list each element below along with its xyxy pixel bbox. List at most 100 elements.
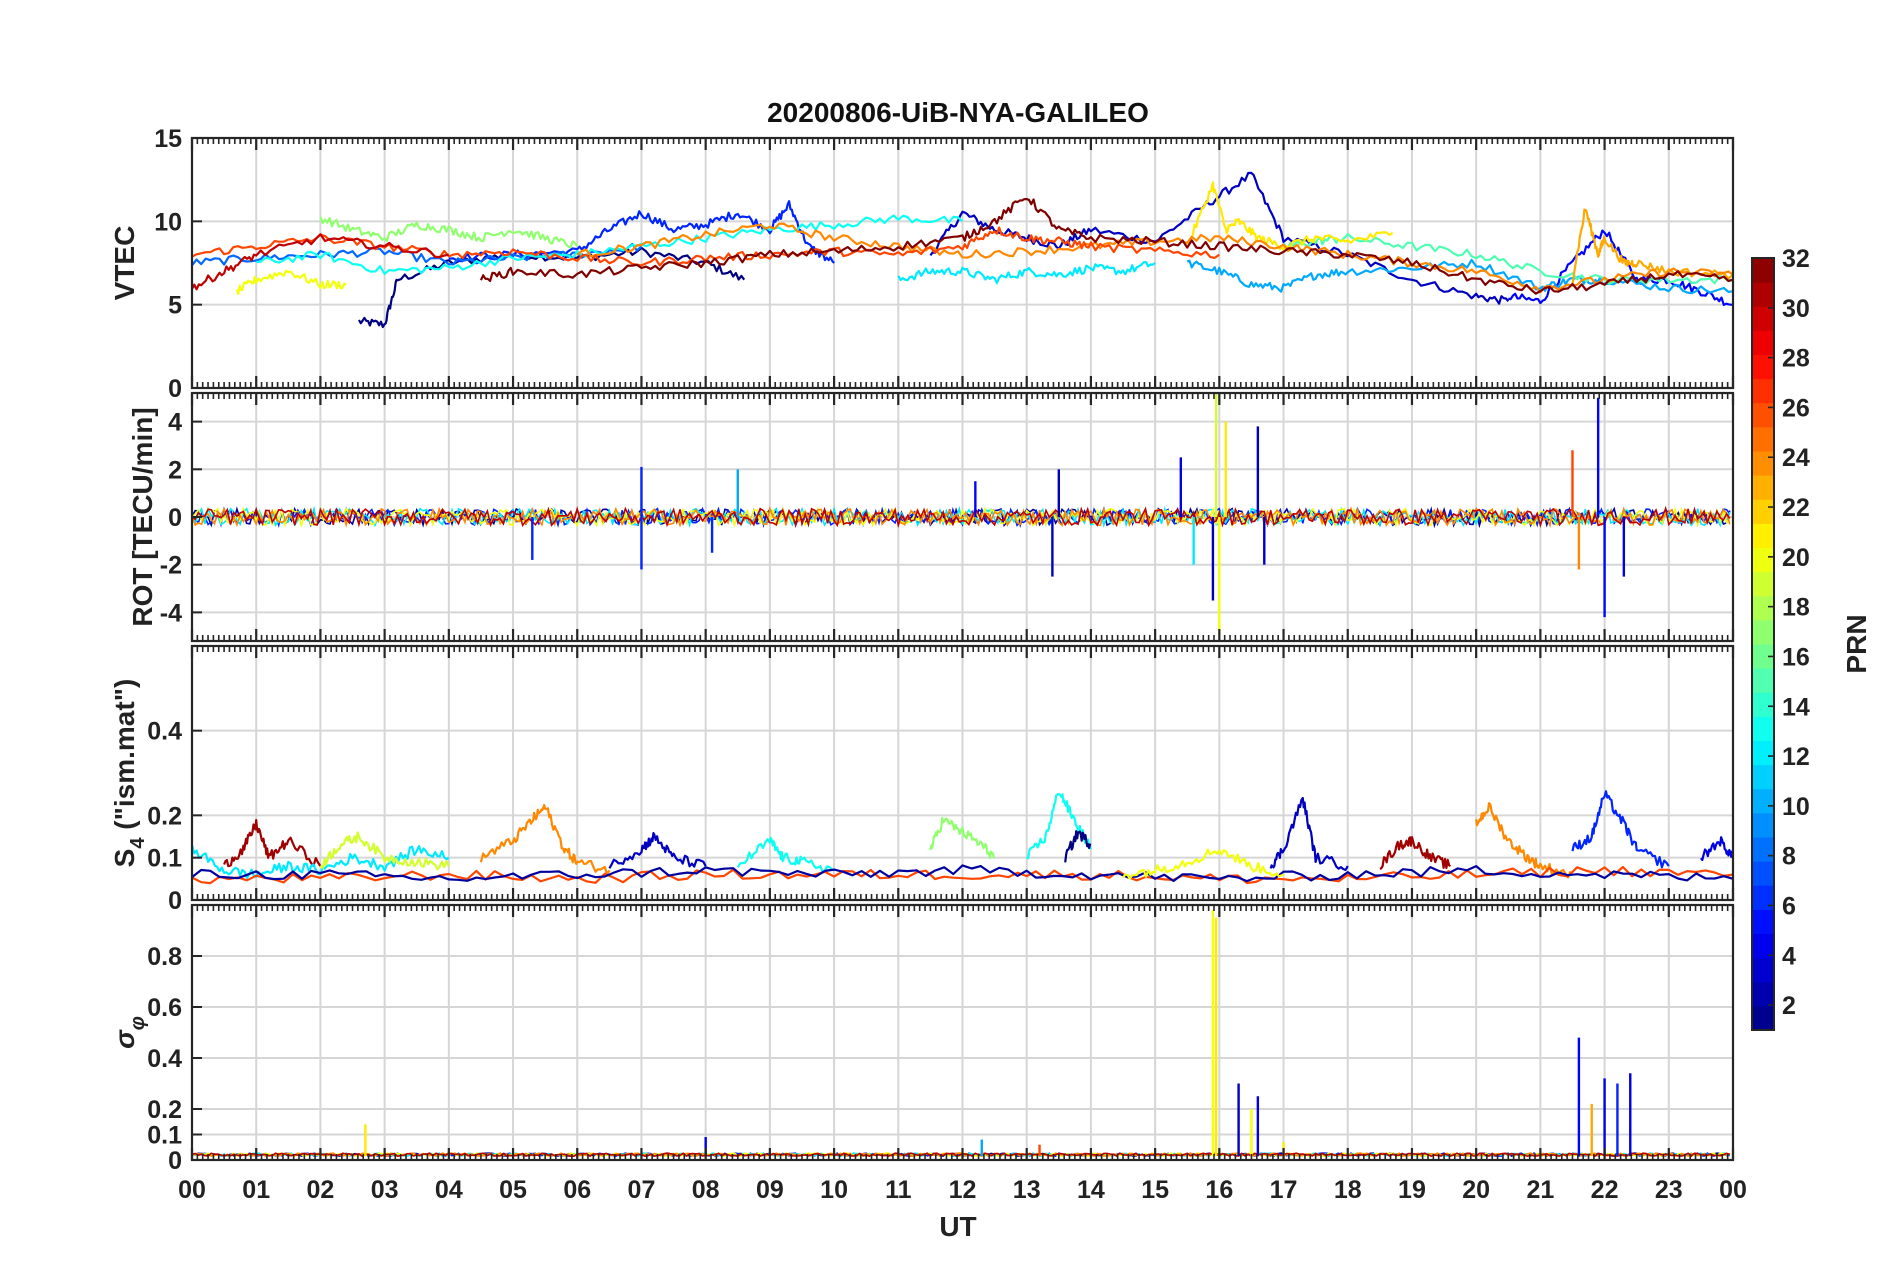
colorbar-segment (1752, 547, 1774, 573)
series-line-prn-1 (1064, 830, 1092, 863)
x-tick-label: 11 (885, 1176, 912, 1204)
series-line-prn-6 (448, 200, 835, 264)
noise-trace-prn-24 (192, 505, 1731, 528)
x-tick-label: 15 (1141, 1176, 1169, 1204)
series-line-prn-15 (1282, 233, 1733, 285)
x-tick-label: 03 (371, 1176, 399, 1204)
x-tick-label: 10 (820, 1176, 848, 1204)
colorbar-segment (1752, 595, 1774, 621)
x-tick-label: 01 (242, 1176, 270, 1204)
colorbar-tick-label: 20 (1782, 544, 1810, 572)
series-line-prn-21 (1186, 181, 1394, 251)
colorbar-tick-label: 32 (1782, 245, 1810, 273)
colorbar-segment (1752, 1005, 1774, 1031)
colorbar-segment (1752, 668, 1774, 693)
panel-s4: 00.10.20.4S4 ("ism.mat") (109, 644, 1735, 915)
panel-rot: -4 -2 0 2 4 ROT [TECU/min] (127, 391, 1735, 643)
series-line-prn-24 (479, 804, 611, 876)
colorbar-tick-label: 16 (1782, 643, 1810, 671)
x-tick-label: 00 (1719, 1176, 1747, 1204)
x-tick-label: 18 (1334, 1176, 1362, 1204)
colorbar-frame (1751, 257, 1775, 1031)
colorbar-tick-label: 26 (1782, 394, 1810, 422)
y-tick-label: 0.8 (147, 943, 182, 971)
y-tick-label: 0.6 (147, 994, 182, 1022)
colorbar-segment (1752, 306, 1774, 331)
y-tick-label: 0 (168, 887, 182, 915)
x-tick-label: 17 (1270, 1176, 1298, 1204)
series-line-prn-20 (1122, 848, 1284, 880)
colorbar-tick-label: 10 (1782, 793, 1810, 821)
series-group-vtec (192, 171, 1733, 329)
series-line-prn-13 (256, 214, 964, 275)
colorbar-segment (1752, 330, 1774, 355)
colorbar-segment (1752, 716, 1774, 741)
colorbar-segment (1752, 740, 1774, 766)
y-tick-label: 4 (168, 409, 182, 437)
colorbar-tick-label: 2 (1782, 992, 1796, 1020)
y-tick-label: 2 (168, 456, 182, 484)
series-group-rot (192, 393, 1731, 637)
series-line-prn-23 (1571, 208, 1733, 284)
x-tick-label: 13 (1013, 1176, 1041, 1204)
y-tick-label: 0.4 (147, 718, 182, 746)
x-tick-label: 14 (1077, 1176, 1105, 1204)
y-axis-label-s4: S4 ("ism.mat") (109, 679, 149, 868)
colorbar-segment (1752, 402, 1774, 428)
y-tick-label: 0 (168, 504, 182, 532)
colorbar-label: PRN (1841, 614, 1872, 673)
colorbar-tick-label: 8 (1782, 843, 1796, 871)
colorbar-tick-label: 24 (1782, 444, 1810, 472)
series-line-prn-12 (192, 845, 450, 879)
series-line-prn-17 (319, 216, 579, 249)
colorbar-segment (1752, 644, 1774, 669)
chart-title: 20200806-UiB-NYA-GALILEO (767, 97, 1149, 128)
y-tick-label: 0 (168, 375, 182, 403)
x-tick-label: 07 (628, 1176, 656, 1204)
noise-trace-prn-30 (192, 505, 1731, 529)
series-line-prn-12 (897, 261, 1156, 285)
colorbar-segment (1752, 475, 1774, 500)
y-tick-label: 0 (168, 1147, 182, 1175)
x-tick-label: 09 (756, 1176, 784, 1204)
y-tick-label: 0.1 (147, 845, 182, 873)
colorbar-segment (1752, 885, 1774, 910)
colorbar-segment (1752, 354, 1774, 380)
x-axis-label: UT (939, 1211, 976, 1242)
colorbar-segment (1752, 619, 1774, 645)
series-line-prn-19 (319, 831, 450, 871)
series-line-prn-30 (192, 233, 450, 291)
colorbar-segment (1752, 499, 1774, 524)
y-tick-label: 10 (154, 208, 182, 236)
panel-vtec: 0 5 10 15 VTEC (109, 125, 1735, 403)
series-line-prn-3 (1269, 796, 1349, 872)
y-tick-label: 0.2 (147, 1096, 182, 1124)
x-tick-label: 02 (307, 1176, 335, 1204)
y-axis-label-rot: ROT [TECU/min] (127, 407, 158, 626)
series-line-prn-17 (929, 816, 996, 860)
colorbar-tick-label: 18 (1782, 594, 1810, 622)
colorbar-segment (1752, 764, 1774, 790)
series-line-prn-31 (223, 819, 322, 868)
y-tick-label: 0.1 (147, 1122, 182, 1150)
colorbar-segment (1752, 909, 1774, 934)
x-tick-label: 16 (1205, 1176, 1233, 1204)
y-tick-label: 15 (154, 125, 182, 153)
x-tick-label: 06 (563, 1176, 591, 1204)
colorbar-segment (1752, 692, 1774, 717)
series-line-prn-3 (608, 832, 707, 869)
y-tick-label: 5 (168, 292, 182, 320)
series-group-s4 (192, 790, 1733, 885)
noise-trace-prn-20 (192, 506, 1731, 529)
grid-vtec (191, 137, 1734, 389)
x-tick-label: 08 (692, 1176, 720, 1204)
series-line-prn-13 (736, 836, 835, 873)
x-ticks-rot (190, 393, 1735, 641)
x-tick-label: 19 (1398, 1176, 1426, 1204)
colorbar-segment (1752, 861, 1774, 886)
colorbar-tick-label: 14 (1782, 693, 1810, 721)
colorbar-tick-label: 6 (1782, 892, 1796, 920)
colorbar-tick-label: 4 (1782, 942, 1796, 970)
